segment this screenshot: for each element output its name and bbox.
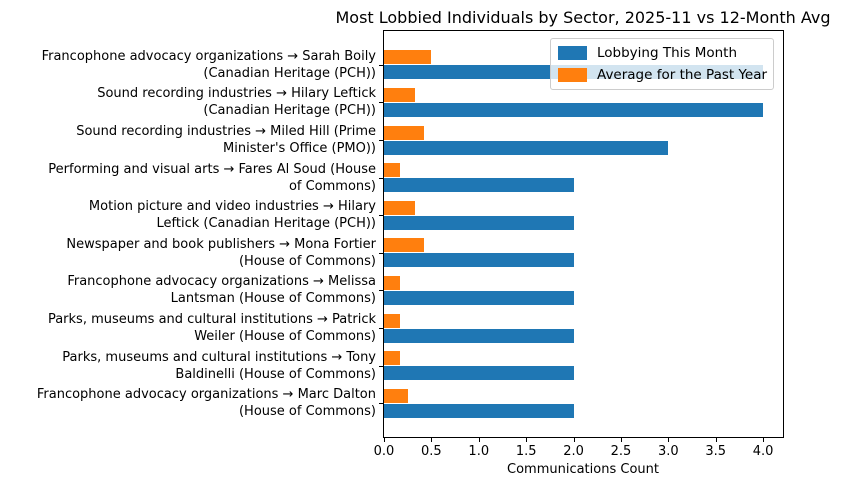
x-tick-mark <box>431 438 433 442</box>
x-tick-label: 0.0 <box>373 444 395 459</box>
y-tick-mark <box>379 64 383 66</box>
bar-this-month <box>384 102 764 117</box>
bar-past-year-avg <box>384 163 401 178</box>
x-tick-label: 2.5 <box>610 444 632 459</box>
bar-past-year-avg <box>384 388 408 403</box>
bar-past-year-avg <box>384 313 401 328</box>
y-tick-label: Parks, museums and cultural institutions… <box>47 312 376 344</box>
legend-entry: Lobbying This Month <box>558 45 766 61</box>
y-tick-mark <box>379 177 383 179</box>
bar-this-month <box>384 140 669 155</box>
plot-area: Lobbying This Month Average for the Past … <box>383 30 784 438</box>
y-tick-mark <box>379 102 383 104</box>
bar-this-month <box>384 403 574 418</box>
x-tick-mark <box>526 438 528 442</box>
x-tick-label: 3.0 <box>657 444 679 459</box>
y-tick-label: Sound recording industries → Hilary Left… <box>97 86 376 119</box>
x-tick-mark <box>478 438 480 442</box>
x-tick-label: 4.0 <box>752 444 774 459</box>
y-tick-label: Motion picture and video industries → Hi… <box>88 199 376 232</box>
bar-past-year-avg <box>384 275 401 290</box>
legend-entry-label: Lobbying This Month <box>597 45 738 61</box>
bars-layer <box>384 31 783 437</box>
bar-this-month <box>384 253 574 268</box>
bar-past-year-avg <box>384 50 432 65</box>
bar-this-month <box>384 215 574 230</box>
y-tick-mark <box>379 140 383 141</box>
legend: Lobbying This Month Average for the Past … <box>550 38 774 90</box>
bar-past-year-avg <box>384 200 416 215</box>
bar-past-year-avg <box>384 351 401 366</box>
y-tick-mark <box>379 252 383 254</box>
x-axis-label: Communications Count <box>507 462 659 477</box>
legend-entry: Average for the Past Year <box>558 67 768 83</box>
legend-entry-label: Average for the Past Year <box>597 67 768 83</box>
x-tick-label: 2.0 <box>563 444 584 459</box>
x-tick-label: 3.5 <box>705 444 727 459</box>
y-tick-mark <box>379 215 383 217</box>
y-tick-label: Performing and visual arts → Fares Al So… <box>48 161 376 194</box>
y-tick-mark <box>379 365 383 367</box>
x-tick-mark <box>384 438 385 442</box>
bar-this-month <box>384 290 574 305</box>
chart-title: Most Lobbied Individuals by Sector, 2025… <box>335 8 831 27</box>
bar-this-month <box>384 366 574 381</box>
x-tick-mark <box>715 438 717 442</box>
bar-this-month <box>384 328 574 343</box>
bar-past-year-avg <box>384 87 416 102</box>
y-tick-label: Francophone advocacy organizations → Mel… <box>67 274 376 307</box>
x-tick-mark <box>573 438 575 442</box>
y-tick-mark <box>379 328 383 329</box>
x-tick-label: 0.5 <box>421 444 442 459</box>
x-tick-label: 1.5 <box>515 444 537 459</box>
legend-swatch-icon <box>558 68 587 82</box>
bar-past-year-avg <box>384 238 424 253</box>
y-tick-label: Newspaper and book publishers → Mona For… <box>66 236 376 269</box>
bar-past-year-avg <box>384 125 424 140</box>
y-tick-label: Francophone advocacy organizations → Mar… <box>36 387 376 420</box>
bar-this-month <box>384 178 574 193</box>
x-tick-mark <box>620 438 622 442</box>
x-tick-mark <box>763 438 765 442</box>
y-tick-mark <box>379 403 383 405</box>
x-tick-mark <box>668 438 670 442</box>
y-tick-label: Francophone advocacy organizations → Sar… <box>41 48 376 81</box>
y-tick-mark <box>379 290 383 292</box>
y-tick-label: Sound recording industries → Miled Hill … <box>76 124 376 156</box>
x-tick-label: 1.0 <box>468 444 490 459</box>
legend-swatch-icon <box>558 46 587 60</box>
y-tick-label: Parks, museums and cultural institutions… <box>62 349 376 382</box>
